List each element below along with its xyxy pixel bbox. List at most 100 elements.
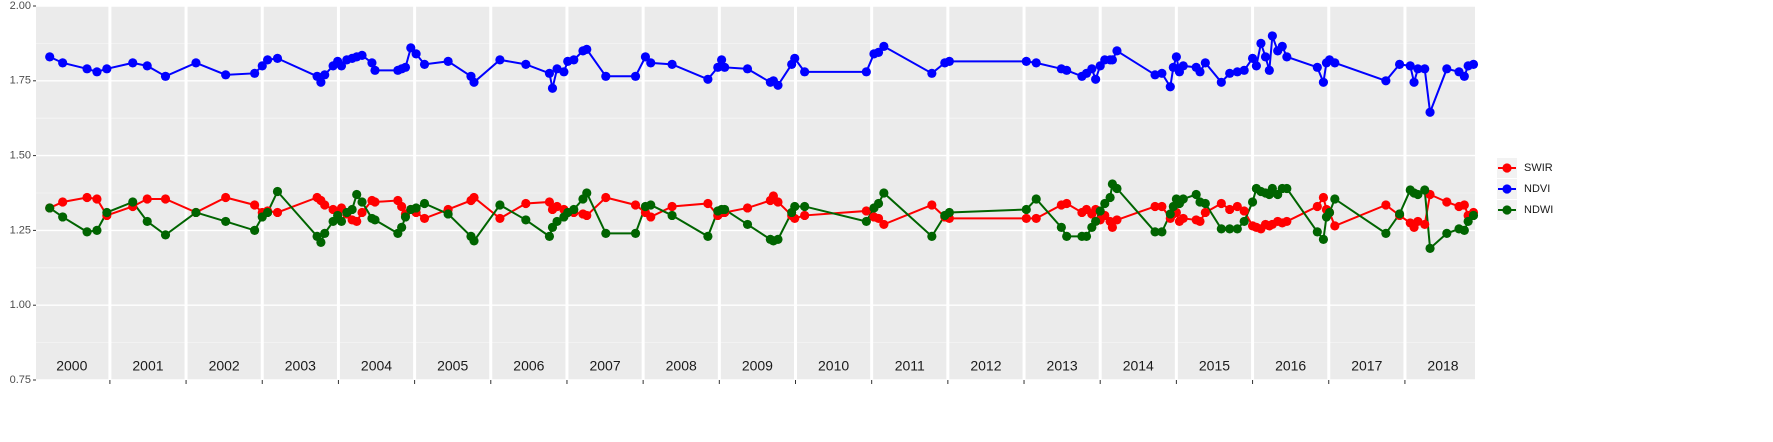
data-point <box>1394 209 1405 219</box>
year-label: 2016 <box>1275 358 1306 374</box>
data-point <box>92 225 102 235</box>
data-point <box>552 64 562 74</box>
y-tick-label: 1.75 <box>10 75 31 87</box>
data-point <box>630 71 641 81</box>
data-point <box>1216 224 1226 234</box>
data-point <box>495 55 505 65</box>
legend-label: SWIR <box>1524 162 1553 174</box>
data-point <box>1100 198 1110 209</box>
data-point <box>1031 58 1041 68</box>
data-point <box>646 58 656 68</box>
data-point <box>142 194 152 204</box>
data-point <box>58 197 68 207</box>
data-point <box>1021 204 1031 215</box>
data-point <box>1251 61 1261 71</box>
data-point <box>720 204 730 215</box>
data-point <box>495 213 505 224</box>
year-label: 2002 <box>209 358 240 374</box>
data-point <box>703 231 713 241</box>
data-point <box>221 70 231 80</box>
data-point <box>397 201 407 212</box>
data-point <box>1312 62 1322 72</box>
data-point <box>1318 77 1329 87</box>
data-point <box>443 56 453 66</box>
data-point <box>1282 216 1292 227</box>
data-point <box>406 43 416 53</box>
data-point <box>316 77 326 87</box>
data-point <box>316 237 326 247</box>
data-point <box>1409 77 1419 87</box>
data-point <box>1165 209 1175 219</box>
data-point <box>58 212 68 222</box>
data-point <box>1413 64 1423 74</box>
data-point <box>800 201 810 212</box>
data-point <box>1247 53 1258 63</box>
data-point <box>1091 74 1101 84</box>
data-point <box>1420 64 1430 74</box>
data-point <box>1178 61 1188 71</box>
data-point <box>879 188 889 198</box>
data-point <box>128 197 138 207</box>
legend-label: NDVI <box>1524 183 1550 195</box>
data-point <box>1267 31 1277 41</box>
data-point <box>552 201 562 212</box>
data-point <box>1468 210 1479 221</box>
data-point <box>742 203 753 213</box>
data-point <box>128 58 138 68</box>
year-label: 2004 <box>361 358 392 374</box>
data-point <box>521 198 531 209</box>
data-point <box>640 52 651 62</box>
data-point <box>1239 216 1249 227</box>
data-point <box>1413 189 1423 200</box>
data-point <box>879 219 889 230</box>
data-point <box>272 186 283 197</box>
data-point <box>800 210 810 221</box>
data-point <box>400 62 411 72</box>
data-point <box>544 68 555 78</box>
data-point <box>45 203 55 213</box>
data-point <box>569 204 579 215</box>
data-point <box>1095 206 1105 216</box>
data-point <box>582 210 592 221</box>
data-point <box>92 194 102 204</box>
data-point <box>630 200 641 210</box>
data-point <box>1260 52 1271 62</box>
data-point <box>142 61 152 71</box>
data-point <box>1225 68 1235 78</box>
data-point <box>944 56 954 66</box>
data-point <box>601 228 611 238</box>
data-point <box>1264 65 1274 75</box>
data-point <box>1225 204 1235 215</box>
data-point <box>92 67 102 77</box>
data-point <box>1157 68 1167 78</box>
y-tick-label: 2.00 <box>10 0 31 12</box>
year-label: 2011 <box>895 358 925 374</box>
data-point <box>927 231 937 241</box>
data-point <box>347 204 357 215</box>
y-tick-label: 1.50 <box>10 150 31 162</box>
legend-point <box>1502 205 1512 215</box>
data-point <box>1056 222 1066 233</box>
year-label: 2009 <box>742 358 773 374</box>
year-label: 2000 <box>56 358 87 374</box>
year-label: 2017 <box>1351 358 1382 374</box>
data-point <box>552 216 562 227</box>
data-point <box>82 227 92 237</box>
data-point <box>102 64 112 74</box>
data-point <box>469 192 479 203</box>
data-point <box>1195 216 1205 227</box>
data-point <box>320 200 330 210</box>
data-point <box>1087 64 1097 74</box>
data-point <box>221 216 231 227</box>
data-point <box>1442 228 1452 238</box>
data-point <box>370 65 380 75</box>
data-point <box>1232 224 1242 234</box>
data-point <box>320 228 330 238</box>
data-point <box>370 197 380 207</box>
data-point <box>927 200 937 210</box>
data-point <box>742 219 753 230</box>
data-point <box>1463 216 1473 227</box>
data-point <box>521 59 531 69</box>
data-point <box>419 213 430 224</box>
data-point <box>1195 67 1205 77</box>
